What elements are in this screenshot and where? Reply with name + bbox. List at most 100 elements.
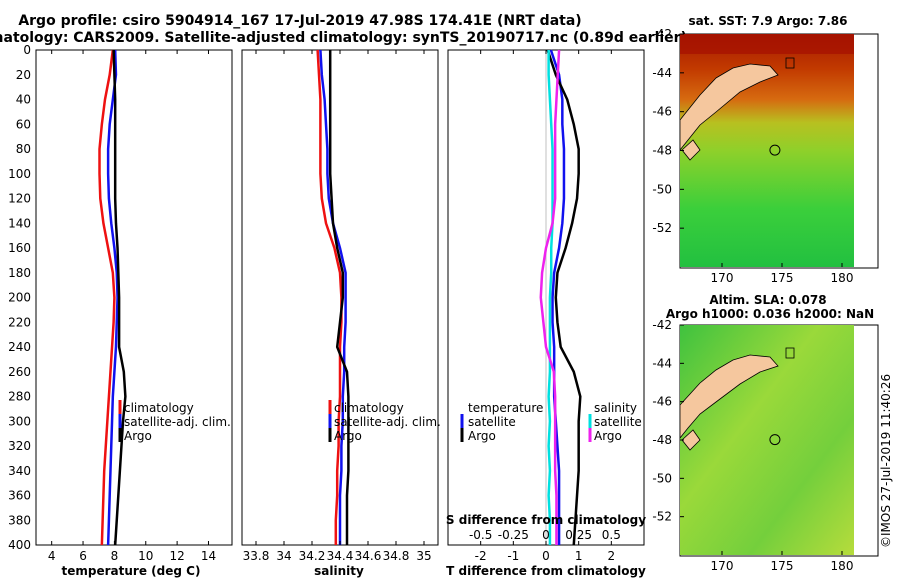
x-tick-label: 8: [111, 549, 119, 563]
difference-panel: -2 -1 0 1 2 -0.5 -0.25 0 0.25 0.5 S difference f…: [446, 49, 646, 578]
x-tick-label: 10: [138, 549, 153, 563]
x-tick-label: 2: [608, 549, 616, 563]
x-tick-label: 34: [276, 549, 291, 563]
depth-tick-label: 160: [8, 241, 31, 255]
legend-argo-label: Argo: [334, 429, 362, 443]
depth-tick-label: 60: [16, 117, 31, 131]
sla-map-title2: Argo h1000: 0.036 h2000: NaN: [666, 307, 874, 321]
map-lat-tick-label: -48: [652, 144, 672, 158]
depth-tick-label: 400: [8, 538, 31, 552]
depth-tick-label: 300: [8, 414, 31, 428]
x-tick-label: 1: [575, 549, 583, 563]
sst-warm-band: [680, 34, 854, 54]
float-location-marker: [769, 434, 781, 446]
x-tick-label: 35: [416, 549, 431, 563]
depth-tick-label: 240: [8, 340, 31, 354]
depth-tick-label: 220: [8, 315, 31, 329]
depth-tick-label: 200: [8, 291, 31, 305]
sla-map-title1: Altim. SLA: 0.078: [709, 293, 826, 307]
map-lat-tick-label: -50: [652, 471, 672, 485]
legend-climatology-label: climatology: [124, 401, 194, 415]
map-lat-tick-label: -48: [652, 433, 672, 447]
x-tick-label: 12: [169, 549, 184, 563]
s-difference-label: S difference from climatology: [446, 513, 646, 527]
map-lat-tick-label: -42: [652, 318, 672, 332]
salinity-plot-frame: [241, 49, 439, 546]
difference-series-s-satellite: [547, 50, 554, 545]
temperature-xlabel: temperature (deg C): [62, 564, 201, 578]
depth-tick-label: 380: [8, 513, 31, 527]
x-tick-label: 34.8: [383, 549, 410, 563]
sst-map: sat. SST: 7.9 Argo: 7.86 -42 -44 -46 -48 -50…: [652, 14, 879, 285]
figure-title-line1: Argo profile: csiro 5904914_167 17-Jul-2…: [18, 13, 581, 29]
depth-tick-label: 140: [8, 216, 31, 230]
legend-temperature-heading: temperature: [468, 401, 543, 415]
temperature-series-argo: [112, 49, 127, 546]
salinity-series-satellite-adj-clim-: [319, 49, 347, 545]
stewart-island: [681, 429, 701, 451]
map-lon-tick-label: 180: [831, 559, 854, 573]
new-zealand-land: [679, 63, 779, 152]
t-difference-xlabel: T difference from climatology: [446, 564, 646, 578]
x-tick-label: 0: [542, 549, 550, 563]
legend-s-argo-label: Argo: [594, 429, 622, 443]
x-tick-label: 6: [79, 549, 87, 563]
x-tick-label: 33.8: [243, 549, 270, 563]
depth-tick-label: 360: [8, 489, 31, 503]
map-lat-tick-label: -44: [652, 66, 672, 80]
x-tick-label: 14: [201, 549, 216, 563]
salinity-series-argo: [328, 50, 350, 545]
x-tick-label: 34.4: [327, 549, 354, 563]
depth-tick-label: 120: [8, 192, 31, 206]
temperature-series-climatology: [98, 49, 116, 546]
sst-map-title: sat. SST: 7.9 Argo: 7.86: [688, 14, 847, 28]
legend-t-argo-label: Argo: [468, 429, 496, 443]
depth-tick-label: 20: [16, 68, 31, 82]
s-difference-tick-label: 0: [542, 528, 550, 542]
s-difference-tick-label: 0.5: [602, 528, 621, 542]
legend-salinity-heading: salinity: [594, 401, 637, 415]
map-lon-tick-label: 180: [831, 271, 854, 285]
map-lat-tick-label: -46: [652, 105, 672, 119]
map-lon-tick-label: 175: [771, 271, 794, 285]
imos-credit: ©IMOS 27-Jul-2019 11:40:26: [879, 374, 893, 548]
legend-satellite-label: satellite-adj. clim.: [334, 415, 441, 429]
temperature-legend: climatology satellite-adj. clim. Argo: [118, 400, 231, 443]
difference-series-t-satellite: [549, 49, 566, 545]
float-location-marker: [769, 144, 781, 156]
legend-satellite-label: satellite-adj. clim.: [124, 415, 231, 429]
chatham-outline: [785, 347, 795, 359]
s-difference-tick-label: -0.5: [469, 528, 492, 542]
legend-t-satellite-label: satellite: [468, 415, 516, 429]
x-tick-label: 34.6: [355, 549, 382, 563]
temperature-panel: 4 6 8 10 12 14 temperature (deg C) climatolog…: [35, 49, 233, 578]
temperature-series-satellite-adj-clim-: [106, 49, 119, 546]
stewart-island: [681, 139, 701, 161]
salinity-diff-legend: salinity satellite Argo: [588, 401, 642, 443]
legend-argo-label: Argo: [124, 429, 152, 443]
map-lat-tick-label: -42: [652, 27, 672, 41]
map-lon-tick-label: 170: [711, 271, 734, 285]
map-lat-tick-label: -52: [652, 510, 672, 524]
map-lat-tick-label: -52: [652, 221, 672, 235]
map-lat-tick-label: -50: [652, 182, 672, 196]
s-difference-tick-label: 0.25: [565, 528, 592, 542]
depth-axis: 0 20 40 60 80 100 120 140 160 180 200 220 240 260 280 3…: [8, 43, 644, 552]
salinity-series-climatology: [316, 49, 343, 545]
chatham-outline: [785, 57, 795, 69]
depth-tick-label: 80: [16, 142, 31, 156]
legend-s-satellite-label: satellite: [594, 415, 642, 429]
difference-series-s-argo: [539, 49, 561, 545]
depth-tick-label: 0: [23, 43, 31, 57]
map-lat-tick-label: -44: [652, 356, 672, 370]
map-lon-tick-label: 175: [771, 559, 794, 573]
difference-series-t-argo: [546, 49, 582, 546]
x-tick-label: -1: [507, 549, 519, 563]
x-tick-label: 34.2: [299, 549, 326, 563]
x-tick-label: -2: [475, 549, 487, 563]
figure-title-line2: Climatology: CARS2009. Satellite-adjuste…: [0, 30, 687, 46]
map-lat-tick-label: -46: [652, 395, 672, 409]
x-tick-label: 4: [48, 549, 56, 563]
depth-tick-label: 260: [8, 365, 31, 379]
